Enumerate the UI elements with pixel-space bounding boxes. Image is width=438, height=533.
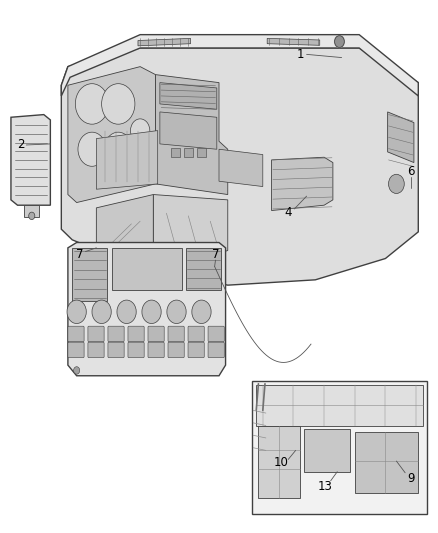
Polygon shape bbox=[186, 248, 221, 290]
Circle shape bbox=[102, 84, 135, 124]
Polygon shape bbox=[61, 48, 418, 285]
Circle shape bbox=[104, 132, 132, 166]
Polygon shape bbox=[24, 205, 39, 217]
Polygon shape bbox=[68, 67, 155, 203]
Circle shape bbox=[335, 36, 344, 47]
Circle shape bbox=[29, 212, 35, 220]
Polygon shape bbox=[96, 131, 158, 189]
Circle shape bbox=[131, 119, 150, 142]
Circle shape bbox=[67, 300, 86, 324]
Polygon shape bbox=[267, 38, 320, 45]
Polygon shape bbox=[219, 149, 263, 187]
Polygon shape bbox=[61, 35, 418, 96]
Text: 6: 6 bbox=[407, 165, 415, 178]
Circle shape bbox=[117, 300, 136, 324]
Polygon shape bbox=[68, 243, 226, 376]
Polygon shape bbox=[112, 248, 182, 290]
Text: 1: 1 bbox=[296, 48, 304, 61]
Polygon shape bbox=[138, 38, 191, 46]
FancyBboxPatch shape bbox=[108, 326, 124, 342]
Text: 7: 7 bbox=[212, 248, 219, 261]
Circle shape bbox=[75, 84, 109, 124]
FancyBboxPatch shape bbox=[208, 326, 224, 342]
FancyBboxPatch shape bbox=[148, 326, 164, 342]
Circle shape bbox=[192, 300, 211, 324]
Text: 13: 13 bbox=[318, 480, 332, 492]
Circle shape bbox=[389, 174, 404, 193]
Circle shape bbox=[142, 300, 161, 324]
Circle shape bbox=[74, 367, 80, 374]
Polygon shape bbox=[96, 195, 153, 264]
FancyBboxPatch shape bbox=[68, 326, 84, 342]
Polygon shape bbox=[155, 75, 228, 195]
FancyBboxPatch shape bbox=[188, 326, 204, 342]
FancyBboxPatch shape bbox=[88, 326, 104, 342]
Polygon shape bbox=[160, 83, 217, 109]
Polygon shape bbox=[252, 381, 427, 514]
Polygon shape bbox=[256, 385, 423, 426]
Polygon shape bbox=[160, 112, 217, 149]
Circle shape bbox=[92, 300, 111, 324]
FancyBboxPatch shape bbox=[68, 342, 84, 358]
Bar bbox=[171, 148, 180, 157]
Text: 2: 2 bbox=[17, 139, 25, 151]
FancyBboxPatch shape bbox=[128, 326, 144, 342]
FancyBboxPatch shape bbox=[208, 342, 224, 358]
Circle shape bbox=[78, 132, 106, 166]
Polygon shape bbox=[355, 432, 418, 493]
FancyBboxPatch shape bbox=[168, 326, 184, 342]
FancyBboxPatch shape bbox=[148, 342, 164, 358]
Polygon shape bbox=[304, 429, 350, 472]
Polygon shape bbox=[258, 426, 300, 498]
Text: 7: 7 bbox=[76, 248, 84, 261]
Text: 9: 9 bbox=[407, 472, 415, 484]
Text: 4: 4 bbox=[284, 206, 292, 219]
Polygon shape bbox=[388, 112, 414, 163]
Bar bbox=[184, 148, 193, 157]
Bar bbox=[197, 148, 206, 157]
FancyBboxPatch shape bbox=[128, 342, 144, 358]
Polygon shape bbox=[72, 248, 107, 301]
FancyBboxPatch shape bbox=[88, 342, 104, 358]
Polygon shape bbox=[11, 115, 50, 205]
Circle shape bbox=[167, 300, 186, 324]
Polygon shape bbox=[272, 157, 333, 211]
FancyBboxPatch shape bbox=[108, 342, 124, 358]
Text: 10: 10 bbox=[274, 456, 289, 469]
FancyBboxPatch shape bbox=[188, 342, 204, 358]
FancyBboxPatch shape bbox=[168, 342, 184, 358]
Polygon shape bbox=[153, 195, 228, 259]
